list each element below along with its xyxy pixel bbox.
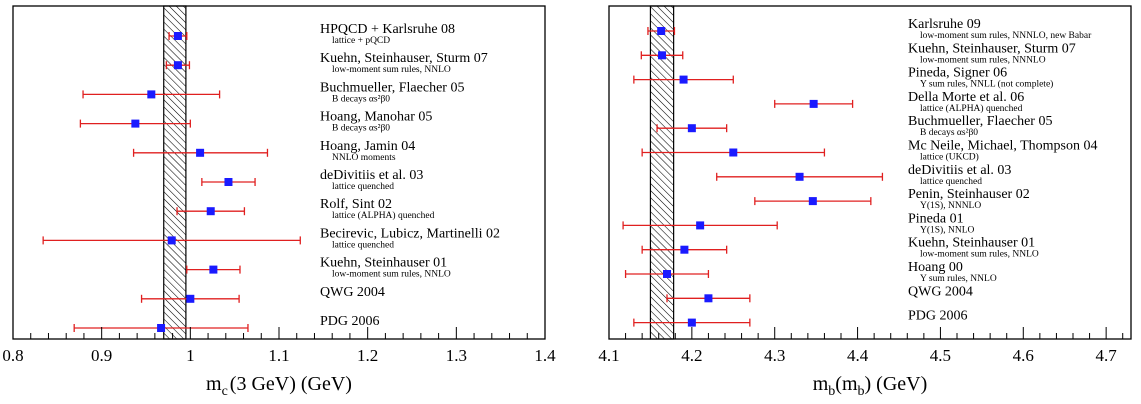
entry-sublabel: Υ sum rules, NNLO [920, 274, 997, 284]
data-point [657, 27, 666, 35]
data-point [157, 324, 166, 332]
x-tick-label: 0.9 [91, 346, 112, 365]
entry-label: Kuehn, Steinhauser 01 [320, 256, 447, 271]
data-point [658, 51, 667, 60]
x-tick-label: 4.2 [681, 346, 702, 365]
world-average-band [649, 5, 675, 340]
x-tick-label: 1.1 [268, 346, 289, 365]
data-point [729, 148, 738, 157]
entry-label: deDivitiis et al. 03 [908, 163, 1011, 178]
entry-label: HPQCD + Karlsruhe 08 [320, 22, 455, 37]
x-tick-label: 4.7 [1096, 346, 1118, 365]
entry-sublabel: lattice quenched [332, 240, 394, 250]
x-tick-label: 4.5 [930, 346, 951, 365]
x-tick-label: 4.3 [764, 346, 785, 365]
data-point [147, 90, 156, 99]
data-point [704, 294, 713, 303]
data-point [680, 245, 689, 254]
data-point [696, 221, 705, 230]
entry-label: Della Morte et al. 06 [908, 90, 1024, 105]
plot-frame [12, 5, 546, 340]
entry-label: Mc Neile, Michael, Thompson 04 [908, 139, 1098, 154]
entry-sublabel: low-moment sum rules, NNNLO [920, 55, 1046, 65]
entry-sublabel: low-moment sum rules, NNLO [332, 270, 451, 280]
entry-label: Pineda 01 [908, 211, 964, 226]
entry-sublabel: low-moment sum rules, NNLO [920, 250, 1039, 260]
entry-sublabel: B decays αs²β0 [332, 124, 390, 134]
entry-label: Penin, Steinhauser 02 [908, 187, 1030, 202]
entry-label: PDG 2006 [320, 314, 380, 329]
data-point [809, 99, 818, 108]
entry-label: PDG 2006 [908, 309, 968, 324]
entry-label: Pineda, Signer 06 [908, 66, 1007, 81]
data-point [186, 294, 195, 303]
x-tick-label: 4.1 [598, 346, 619, 365]
entry-label: Hoang, Jamin 04 [320, 139, 415, 154]
entry-label: Kuehn, Steinhauser 01 [908, 236, 1035, 251]
data-point [173, 61, 182, 70]
entry-sublabel: low-moment sum rules, NNLO [332, 65, 451, 75]
data-point [196, 148, 205, 157]
x-axis-title: mc (3 GeV) (GeV) [206, 373, 352, 399]
entry-label: Buchmueller, Flaecher 05 [908, 114, 1052, 129]
data-point [173, 32, 182, 40]
entry-sublabel: B decays αs²β0 [332, 94, 390, 104]
entry-sublabel: lattice quenched [920, 177, 982, 187]
entry-sublabel: Υ sum rules, NNLL (not complete) [920, 79, 1053, 90]
data-point [687, 318, 696, 327]
data-point [795, 172, 804, 181]
x-tick-label: 4.6 [1013, 346, 1034, 365]
entry-sublabel: B decays αs²β0 [920, 128, 978, 138]
entry-label: deDivitiis et al. 03 [320, 168, 423, 183]
entry-label: Hoang, Manohar 05 [320, 110, 432, 125]
entry-label: Hoang 00 [908, 260, 963, 275]
data-point [131, 119, 140, 128]
entry-label: Buchmueller, Flaecher 05 [320, 80, 464, 95]
data-point [209, 265, 218, 274]
data-point [687, 124, 696, 133]
x-tick-label: 1.2 [357, 346, 378, 365]
x-tick-label: 0.8 [2, 346, 23, 365]
entry-sublabel: Υ(1S), NNNLO [920, 200, 981, 211]
entry-label: QWG 2004 [908, 284, 973, 299]
entry-sublabel: low-moment sum rules, NNNLO, new Babar [920, 31, 1092, 41]
data-point [679, 75, 688, 84]
entry-label: Kuehn, Steinhauser, Sturm 07 [320, 51, 488, 66]
world-average-band [163, 5, 187, 340]
entry-sublabel: lattice + pQCD [332, 36, 390, 46]
data-point [663, 270, 671, 278]
entry-label: Karlsruhe 09 [908, 17, 981, 32]
measurement-marks [622, 27, 884, 327]
x-tick-label: 1 [186, 346, 195, 365]
entry-label: Becirevic, Lubicz, Martinelli 02 [320, 226, 500, 241]
entry-label: QWG 2004 [320, 285, 385, 300]
entry-sublabel: Υ(1S), NNLO [920, 224, 974, 235]
entry-sublabel: NNLO moments [332, 153, 396, 163]
entry-sublabel: lattice (ALPHA) quenched [920, 103, 1023, 114]
data-point [167, 236, 176, 245]
entry-label: Kuehn, Steinhauser, Sturm 07 [908, 41, 1076, 56]
entry-label: Rolf, Sint 02 [320, 197, 392, 212]
data-point [224, 178, 233, 186]
x-tick-label: 4.4 [847, 346, 869, 365]
entry-sublabel: lattice quenched [332, 182, 394, 192]
measurement-marks [42, 32, 301, 332]
x-tick-label: 1.4 [534, 346, 556, 365]
entry-sublabel: lattice (ALPHA) quenched [332, 210, 435, 221]
x-axis-ticks: 4.1 4.2 4.3 4.4 4.5 4.6 4.7 [598, 327, 1124, 365]
x-axis-title: mb(mb) (GeV) [813, 373, 928, 399]
entry-sublabel: lattice (UKCD) [920, 152, 979, 163]
x-tick-label: 1.3 [446, 346, 467, 365]
plot-frame [608, 5, 1132, 340]
data-point [808, 197, 817, 206]
data-point [206, 207, 215, 216]
x-axis-ticks: 0.8 0.9 1 1.1 1.2 1.3 1.4 [2, 327, 556, 365]
